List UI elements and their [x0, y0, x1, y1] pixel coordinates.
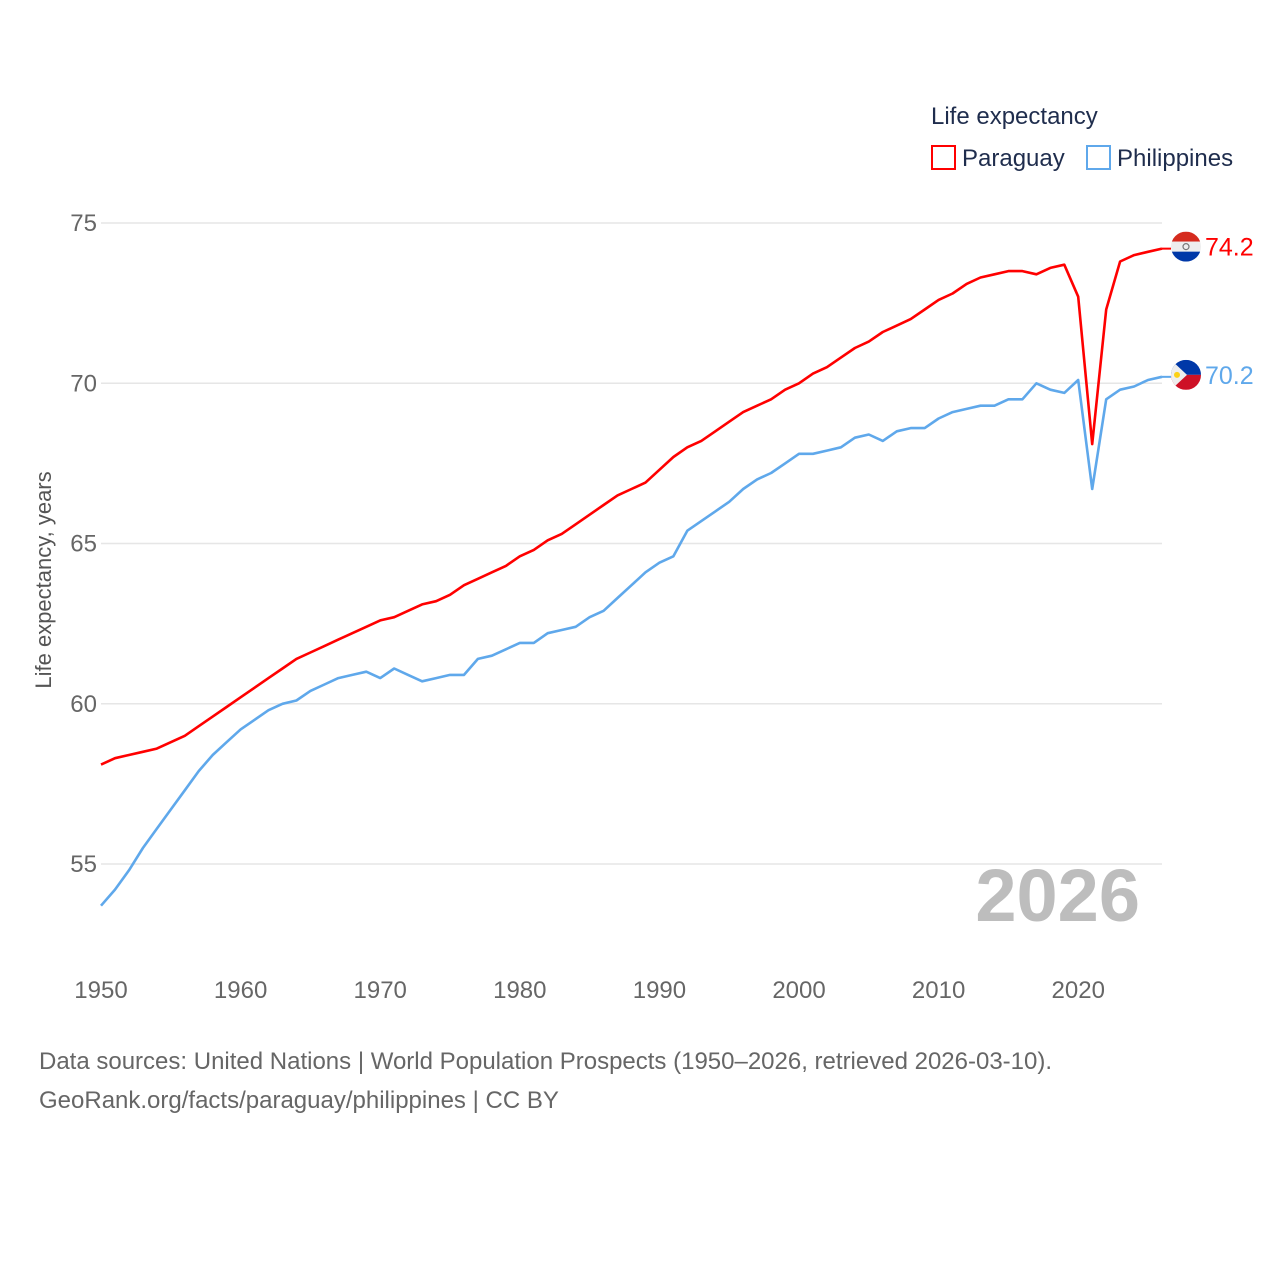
flag-stripe-white: [1171, 241, 1201, 252]
legend: Life expectancy Paraguay Philippines: [931, 103, 1233, 172]
y-tick-label-70: 70: [70, 370, 97, 397]
flag-body: [1171, 231, 1201, 262]
legend-swatch-paraguay: [931, 145, 956, 170]
y-axis-title: Life expectancy, years: [31, 471, 56, 688]
flag-stripe-red: [1171, 231, 1201, 242]
y-tick-label-75: 75: [70, 210, 97, 237]
flag-stripe-blue: [1171, 251, 1201, 262]
y-tick-label-55: 55: [70, 851, 97, 878]
series-end-labels: 74.2 70.2: [1162, 231, 1254, 390]
x-tick-label-2000: 2000: [772, 977, 825, 1004]
legend-item-philippines[interactable]: Philippines: [1086, 145, 1233, 172]
legend-label-philippines: Philippines: [1117, 145, 1233, 172]
x-tick-label-1960: 1960: [214, 977, 267, 1004]
end-value-label-paraguay: 74.2: [1205, 234, 1254, 262]
x-tick-label-2010: 2010: [912, 977, 965, 1004]
x-tick-labels: 1950 1960 1970 1980 1990 2000 2010 2020: [74, 977, 1105, 1004]
legend-swatch-philippines: [1086, 145, 1111, 170]
year-watermark: 2026: [975, 854, 1140, 937]
x-tick-label-1990: 1990: [633, 977, 686, 1004]
legend-title: Life expectancy: [931, 103, 1098, 130]
footer: Data sources: United Nations | World Pop…: [39, 1042, 1052, 1120]
paraguay-flag-icon: [1171, 231, 1201, 262]
flag-sun: [1174, 371, 1180, 378]
flag-emblem: [1182, 243, 1190, 251]
philippines-flag-icon: [1171, 359, 1201, 390]
x-tick-label-1980: 1980: [493, 977, 546, 1004]
legend-label-paraguay: Paraguay: [962, 145, 1065, 172]
x-tick-label-2020: 2020: [1052, 977, 1105, 1004]
end-value-label-philippines: 70.2: [1205, 362, 1254, 390]
gridlines: [101, 222, 1162, 865]
source-link[interactable]: GeoRank.org/facts/paraguay/philippines |…: [39, 1087, 559, 1114]
data-sources: Data sources: United Nations | World Pop…: [39, 1048, 1053, 1075]
series-line-philippines: [100, 375, 1163, 907]
series-line-paraguay: [100, 247, 1163, 766]
y-tick-label-60: 60: [70, 691, 97, 718]
y-tick-label-65: 65: [70, 531, 97, 558]
x-tick-label-1950: 1950: [74, 977, 127, 1004]
series-lines: [100, 247, 1163, 907]
legend-item-paraguay[interactable]: Paraguay: [931, 145, 1065, 172]
y-tick-labels: 55 60 65 70 75: [70, 210, 97, 878]
line-chart: 55 60 65 70 75 1950 1960 1970 1980 1990 2000 2010 2…: [31, 103, 1254, 1004]
flag-body: [1171, 359, 1201, 390]
x-tick-label-1970: 1970: [354, 977, 407, 1004]
